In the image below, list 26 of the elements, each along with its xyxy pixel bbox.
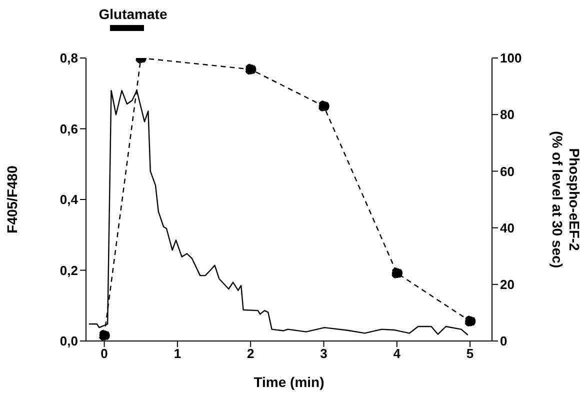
y-tick-label: 0,2: [60, 262, 78, 278]
x-tick-label: 2: [246, 346, 254, 362]
point: [244, 64, 256, 75]
y2-tick-label: 80: [500, 107, 514, 122]
x-tick-label: 0: [100, 346, 108, 362]
y2-tick-label: 40: [500, 220, 514, 236]
y-tick-label: 0,0: [60, 334, 78, 349]
y2-tick-label: 20: [500, 277, 514, 292]
y-tick-label: 0,4: [60, 192, 79, 208]
x-axis-title: Time (min): [254, 374, 324, 390]
y-tick-label: 0,8: [60, 50, 78, 66]
point: [318, 100, 330, 112]
point: [98, 330, 110, 341]
x-tick-label: 3: [320, 346, 328, 362]
point: [464, 316, 476, 327]
y-tick-label: 0,6: [60, 121, 78, 136]
y2-tick-label: 60: [500, 164, 514, 179]
point: [391, 267, 402, 279]
y2-axis-title: Phospho-eEF-2 (% of level at 30 sec): [550, 131, 582, 268]
x-tick-label: 5: [466, 346, 474, 362]
y-axis-title: F405/F480: [4, 165, 20, 234]
x-tick-label: 1: [174, 346, 182, 362]
x-tick-label: 4: [393, 346, 402, 362]
y2-tick-label: 100: [500, 50, 522, 66]
y2-tick-label: 0: [500, 334, 508, 349]
text: Glutamate: [98, 6, 168, 22]
